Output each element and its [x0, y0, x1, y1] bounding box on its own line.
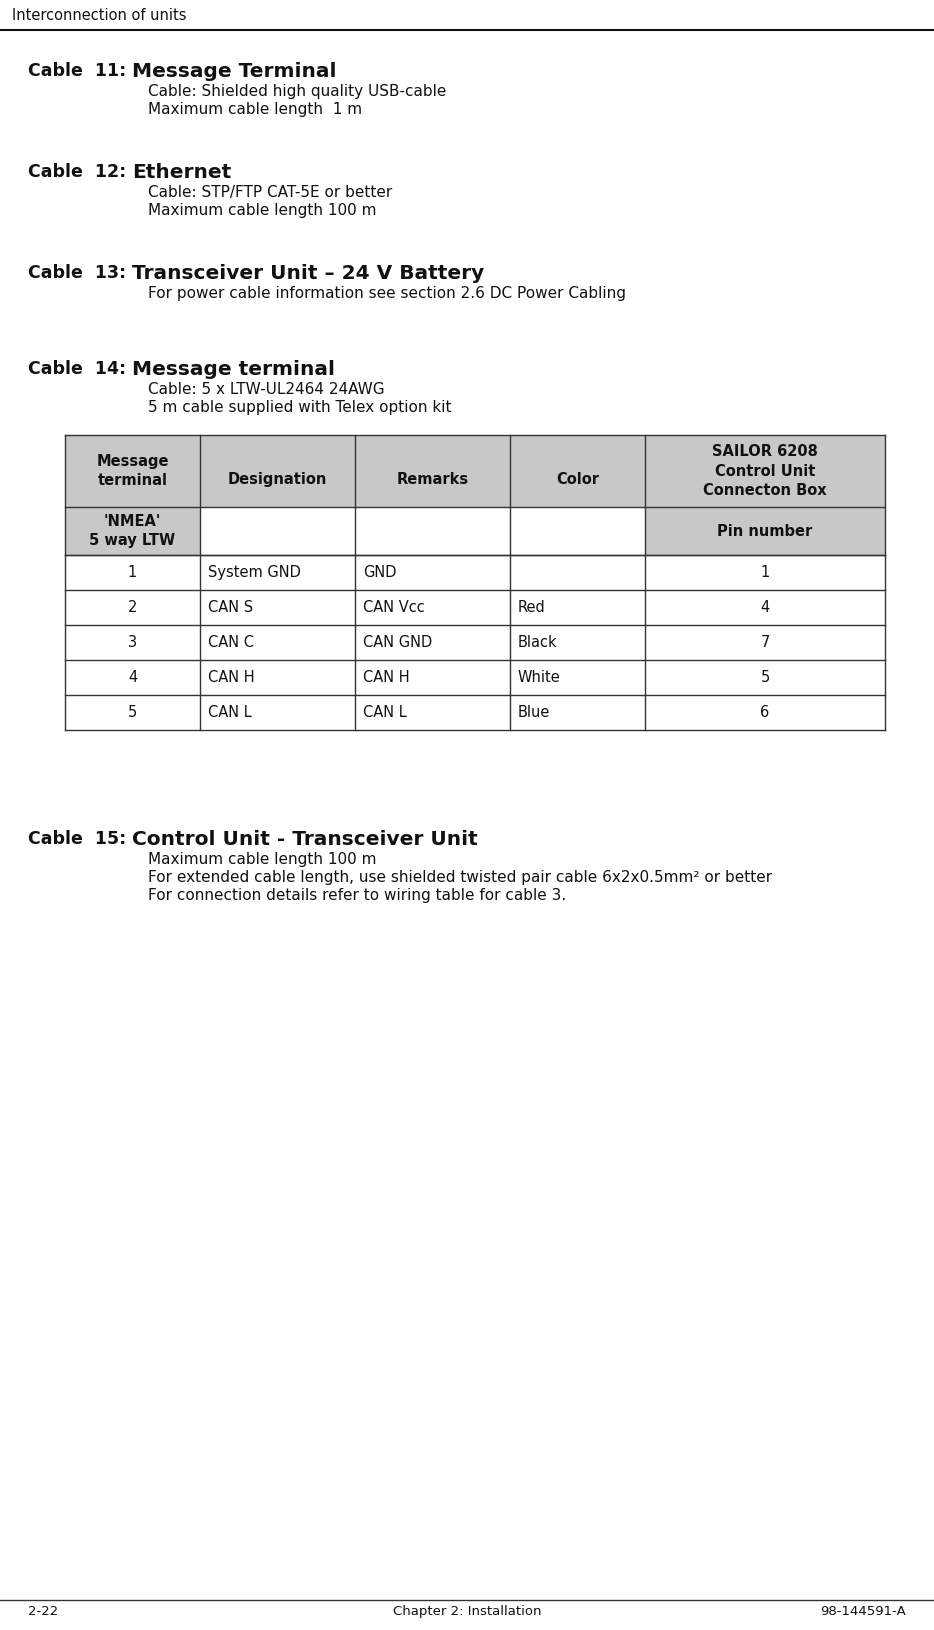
- Text: 98-144591-A: 98-144591-A: [820, 1606, 906, 1619]
- Text: Cable  12:: Cable 12:: [28, 163, 126, 181]
- Text: 4: 4: [760, 600, 770, 615]
- Text: 2: 2: [128, 600, 137, 615]
- Text: Cable  14:: Cable 14:: [28, 360, 126, 378]
- Text: 5 m cable supplied with Telex option kit: 5 m cable supplied with Telex option kit: [148, 399, 451, 416]
- Text: 1: 1: [128, 566, 137, 580]
- Text: Cable: STP/FTP CAT-5E or better: Cable: STP/FTP CAT-5E or better: [148, 184, 392, 200]
- Text: GND: GND: [363, 566, 397, 580]
- Text: Message terminal: Message terminal: [132, 360, 335, 380]
- Text: 6: 6: [760, 706, 770, 720]
- Text: Designation: Designation: [228, 473, 327, 487]
- Text: Maximum cable length 100 m: Maximum cable length 100 m: [148, 204, 376, 218]
- Text: 5: 5: [760, 670, 770, 685]
- Text: CAN GND: CAN GND: [363, 636, 432, 650]
- Text: For connection details refer to wiring table for cable 3.: For connection details refer to wiring t…: [148, 888, 566, 903]
- Text: 'NMEA'
5 way LTW: 'NMEA' 5 way LTW: [90, 513, 176, 548]
- Text: Cable  15:: Cable 15:: [28, 830, 126, 848]
- Text: Maximum cable length 100 m: Maximum cable length 100 m: [148, 852, 376, 867]
- Text: Maximum cable length  1 m: Maximum cable length 1 m: [148, 103, 362, 117]
- Text: Control Unit - Transceiver Unit: Control Unit - Transceiver Unit: [132, 830, 478, 849]
- Text: 3: 3: [128, 636, 137, 650]
- Text: Ethernet: Ethernet: [132, 163, 232, 183]
- Text: Chapter 2: Installation: Chapter 2: Installation: [393, 1606, 541, 1619]
- Text: 5: 5: [128, 706, 137, 720]
- Bar: [65, 435, 885, 730]
- Text: Black: Black: [518, 636, 558, 650]
- Text: White: White: [518, 670, 560, 685]
- Bar: [645, 507, 885, 554]
- Bar: [65, 507, 200, 554]
- Text: Message
terminal: Message terminal: [96, 453, 169, 489]
- Text: 1: 1: [760, 566, 770, 580]
- Text: Cable  11:: Cable 11:: [28, 62, 126, 80]
- Text: SAILOR 6208
Control Unit
Connecton Box: SAILOR 6208 Control Unit Connecton Box: [703, 443, 827, 499]
- Text: 2-22: 2-22: [28, 1606, 58, 1619]
- Text: CAN L: CAN L: [208, 706, 252, 720]
- Text: CAN H: CAN H: [363, 670, 410, 685]
- Text: Cable: 5 x LTW-UL2464 24AWG: Cable: 5 x LTW-UL2464 24AWG: [148, 381, 385, 398]
- Text: Interconnection of units: Interconnection of units: [12, 8, 187, 23]
- Text: CAN Vcc: CAN Vcc: [363, 600, 425, 615]
- Text: Transceiver Unit – 24 V Battery: Transceiver Unit – 24 V Battery: [132, 264, 484, 284]
- Text: CAN C: CAN C: [208, 636, 254, 650]
- Text: Red: Red: [518, 600, 545, 615]
- Text: CAN S: CAN S: [208, 600, 253, 615]
- Text: 7: 7: [760, 636, 770, 650]
- Text: Cable  13:: Cable 13:: [28, 264, 126, 282]
- Text: Message Terminal: Message Terminal: [132, 62, 336, 82]
- Text: Remarks: Remarks: [396, 473, 469, 487]
- Text: 4: 4: [128, 670, 137, 685]
- Text: Blue: Blue: [518, 706, 550, 720]
- Text: System GND: System GND: [208, 566, 301, 580]
- Text: Color: Color: [556, 473, 599, 487]
- Text: CAN H: CAN H: [208, 670, 255, 685]
- Text: For power cable information see section 2.6 DC Power Cabling: For power cable information see section …: [148, 285, 626, 302]
- Text: CAN L: CAN L: [363, 706, 406, 720]
- Text: Pin number: Pin number: [717, 523, 813, 538]
- Text: Cable: Shielded high quality USB-cable: Cable: Shielded high quality USB-cable: [148, 85, 446, 99]
- Text: For extended cable length, use shielded twisted pair cable 6x2x0.5mm² or better: For extended cable length, use shielded …: [148, 870, 772, 885]
- Bar: [65, 435, 885, 507]
